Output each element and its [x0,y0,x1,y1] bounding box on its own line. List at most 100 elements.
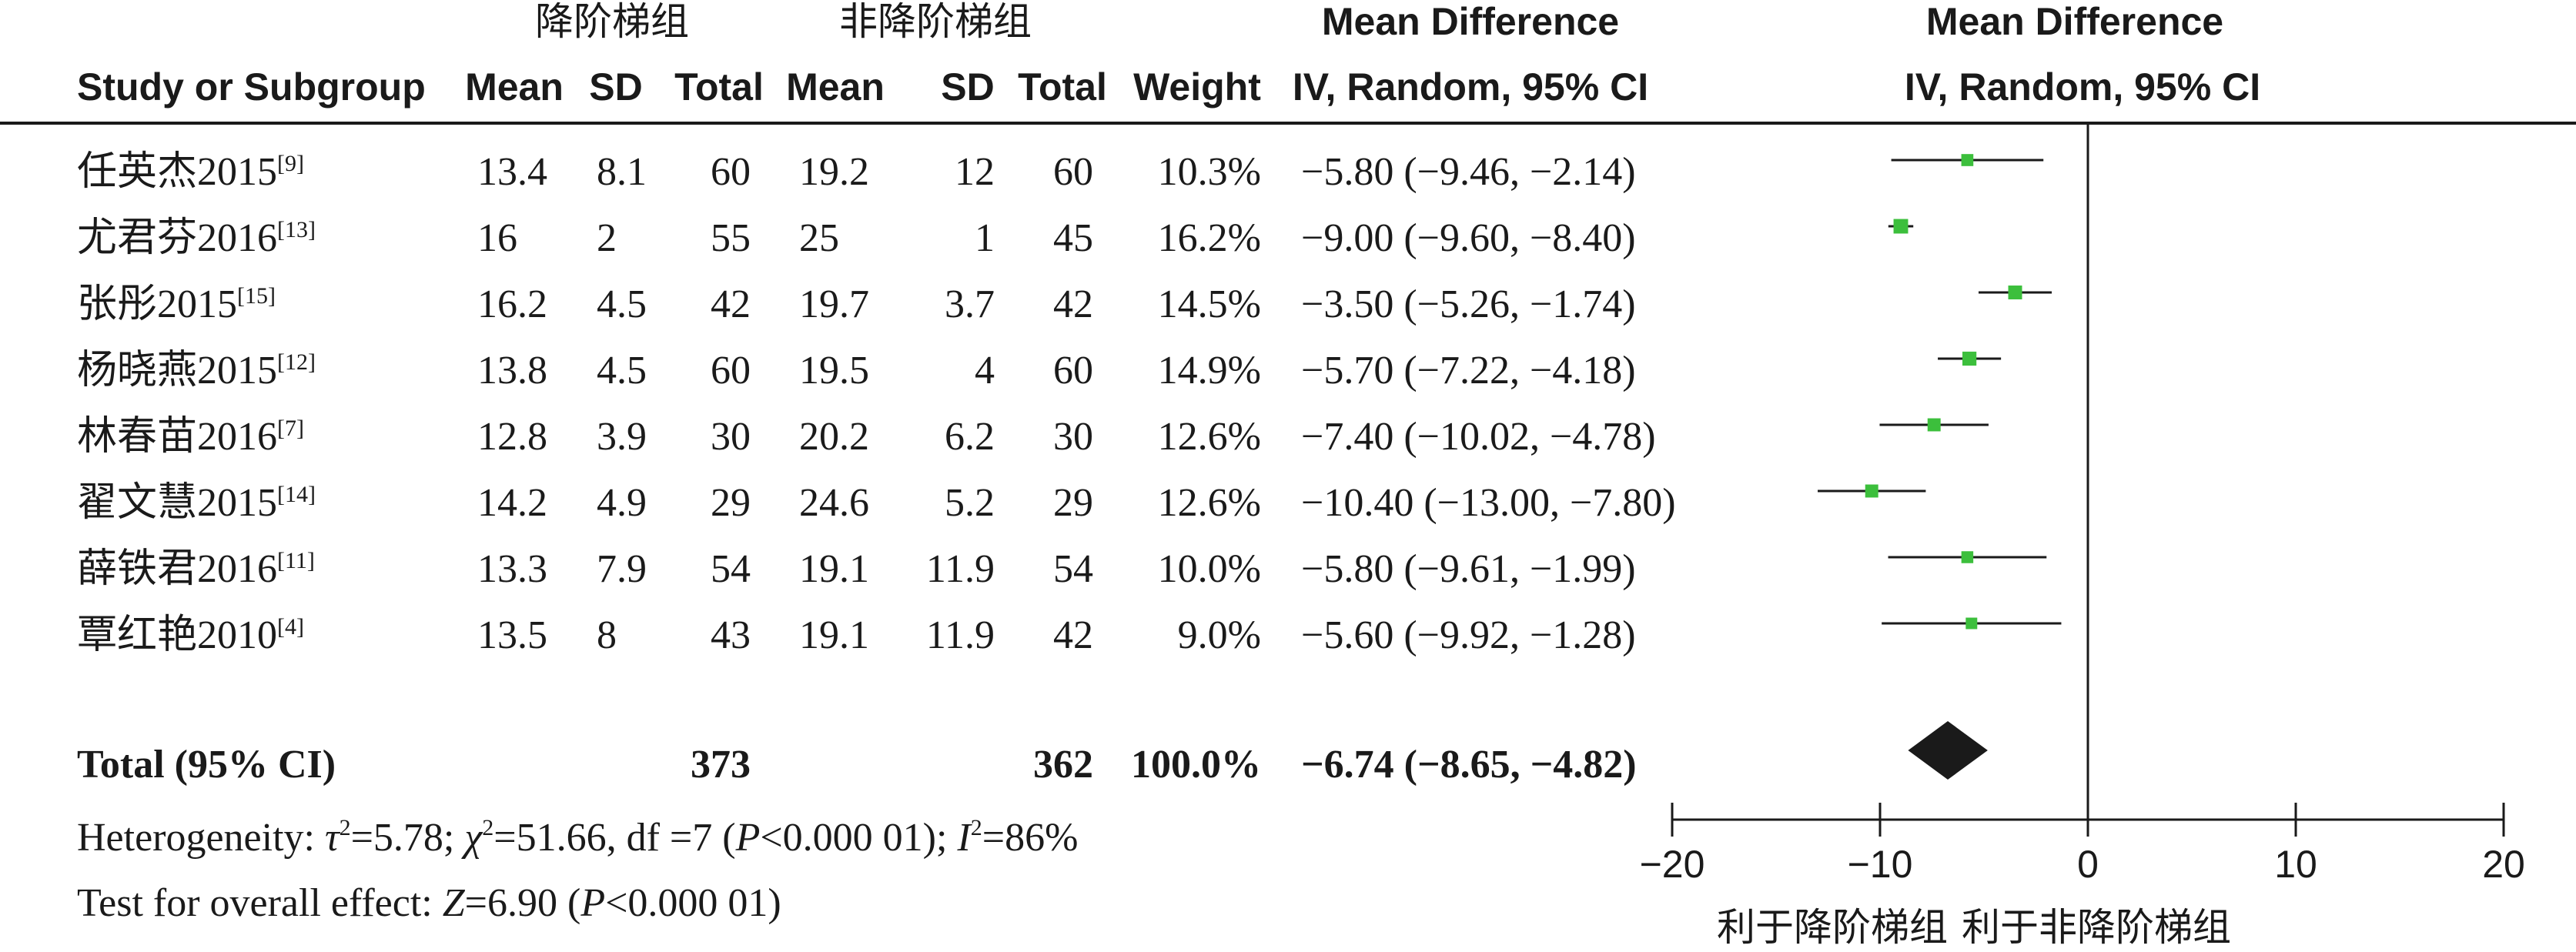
cell-total1: 43 [711,613,751,657]
study-ref: [12] [277,349,316,375]
point-estimate-marker [1962,351,1977,366]
cell-sd2: 1 [975,216,995,260]
col-mean1: Mean [465,65,564,109]
cell-sd2: 4 [975,349,995,392]
cell-mean2: 19.1 [799,613,869,657]
study-ref: [13] [277,217,316,242]
cell-mean1: 12.8 [477,415,547,459]
cell-total1: 54 [711,547,751,591]
cell-weight: 14.9% [1158,349,1261,392]
total-label: Total (95% CI) [77,743,336,787]
table-row: 张彤2015[15] 16.2 4.5 42 19.7 3.7 42 14.5% −3.50 (… [77,282,1636,326]
point-estimate-marker [1927,418,1941,432]
overall-effect-text: Test for overall effect: Z=6.90 (P<0.000… [77,881,781,925]
col-total1: Total [674,65,764,109]
table-row: 尤君芬2016[13] 16 2 55 25 1 45 16.2% −9.00 (−9.60, … [77,216,1636,260]
cell-total1: 42 [711,282,751,326]
col-ci-plot: IV, Random, 95% CI [1905,65,2260,109]
cell-mean2: 25 [799,216,839,260]
x-tick-label: −10 [1848,843,1913,886]
point-estimate-marker [2008,286,2022,299]
cell-weight: 10.3% [1158,150,1261,194]
pooled-diamond [1908,721,1988,780]
x-tick-label: 20 [2482,843,2525,886]
cell-mean1: 13.5 [477,613,547,657]
col-sd1: SD [589,65,642,109]
cell-mean2: 19.7 [799,282,869,326]
favours-left-label: 利于降阶梯组 [1717,905,1948,950]
cell-sd1: 3.9 [597,415,647,459]
cell-weight: 12.6% [1158,415,1261,459]
point-estimate-marker [1865,484,1878,498]
study-name: 任英杰2015[9] [77,150,304,194]
cell-ci-text: −5.80 (−9.61, −1.99) [1301,547,1636,591]
cell-mean1: 16.2 [477,282,547,326]
cell-sd1: 4.9 [597,481,647,525]
point-estimate-marker [1961,551,1974,563]
group1-title: 降阶梯组 [535,0,689,44]
cell-total2: 42 [1053,282,1093,326]
col-mean2: Mean [786,65,885,109]
cell-ci-text: −5.80 (−9.46, −2.14) [1301,150,1636,194]
table-row: 杨晓燕2015[12] 13.8 4.5 60 19.5 4 60 14.9% −5.70 (−… [77,349,1636,392]
total-row: Total (95% CI) 373 362 100.0% −6.74 (−8.… [77,743,1637,787]
cell-mean1: 13.8 [477,349,547,392]
cell-total2: 29 [1053,481,1093,525]
study-name: 薛铁君2016[11] [77,547,315,591]
total2-value: 362 [1033,743,1093,787]
cell-sd1: 2 [597,216,617,260]
cell-total2: 60 [1053,349,1093,392]
cell-sd2: 11.9 [926,613,995,657]
cell-total1: 60 [711,150,751,194]
cell-sd2: 5.2 [945,481,995,525]
cell-mean1: 13.4 [477,150,547,194]
cell-total1: 55 [711,216,751,260]
total1-value: 373 [691,743,751,787]
cell-sd2: 11.9 [926,547,995,591]
table-row: 任英杰2015[9] 13.4 8.1 60 19.2 12 60 10.3% −5.80 (−… [77,150,1636,194]
cell-sd1: 7.9 [597,547,647,591]
cell-ci-text: −10.40 (−13.00, −7.80) [1301,481,1676,525]
col-study: Study or Subgroup [77,65,426,109]
col-sd2: SD [941,65,994,109]
cell-total2: 54 [1053,547,1093,591]
col-ci: IV, Random, 95% CI [1293,65,1648,109]
study-ref: [9] [277,151,304,176]
table-row: 薛铁君2016[11] 13.3 7.9 54 19.1 11.9 54 10.0% −5.80… [77,547,1636,591]
table-row: 覃红艳2010[4] 13.5 8 43 19.1 11.9 42 9.0% −5.60 (−9… [77,613,1636,657]
study-name: 林春苗2016[7] [77,415,304,459]
study-name: 张彤2015[15] [77,282,276,326]
x-tick-label: 10 [2274,843,2317,886]
study-ref: [7] [277,416,304,441]
cell-sd1: 8 [597,613,617,657]
point-estimate-marker [1965,617,1978,630]
x-tick-label: 0 [2077,843,2099,886]
total-ci: −6.74 (−8.65, −4.82) [1301,743,1637,787]
study-ref: [15] [237,283,276,309]
x-ticks: −20 −10 0 10 20 [1640,803,2525,886]
cell-sd2: 12 [955,150,995,194]
cell-weight: 10.0% [1158,547,1261,591]
cell-sd1: 4.5 [597,349,647,392]
cell-total1: 60 [711,349,751,392]
cell-total1: 30 [711,415,751,459]
md-title-left: Mean Difference [1322,0,1619,43]
cell-weight: 16.2% [1158,216,1261,260]
cell-weight: 9.0% [1178,613,1261,657]
column-headers: Study or Subgroup Mean SD Total Mean SD … [77,65,2260,109]
total-weight: 100.0% [1131,743,1261,787]
group2-title: 非降阶梯组 [839,0,1032,44]
cell-sd2: 3.7 [945,282,995,326]
study-name: 覃红艳2010[4] [77,613,304,657]
plot-marks [1818,154,2062,780]
cell-total2: 30 [1053,415,1093,459]
study-ref: [11] [277,548,315,573]
point-estimate-marker [1893,219,1909,234]
study-name: 杨晓燕2015[12] [77,349,316,392]
cell-total2: 45 [1053,216,1093,260]
study-name: 翟文慧2015[14] [77,481,316,525]
cell-mean1: 14.2 [477,481,547,525]
plot-area: −20 −10 0 10 20 [1640,123,2525,886]
table-row: 翟文慧2015[14] 14.2 4.9 29 24.6 5.2 29 12.6% −10.40… [77,481,1676,525]
